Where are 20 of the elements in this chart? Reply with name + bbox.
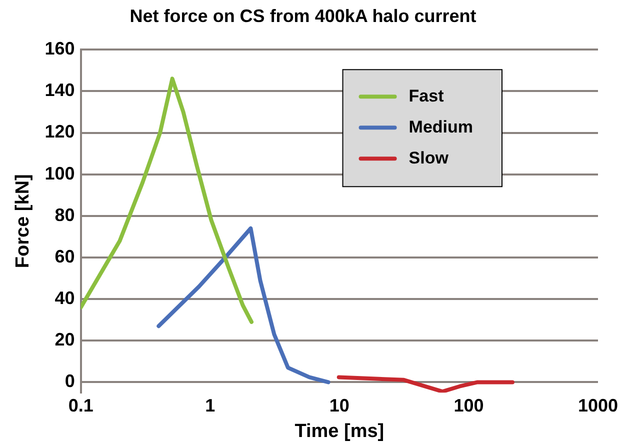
legend-label: Medium — [408, 117, 474, 136]
y-tick-label: 80 — [54, 204, 75, 225]
y-tick-label: 60 — [54, 246, 75, 266]
chart-title: Net force on CS from 400kA halo current — [130, 6, 476, 26]
y-tick-label: 140 — [44, 80, 75, 100]
y-tick-label: 120 — [44, 122, 75, 142]
y-axis-title: Force [kN] — [12, 174, 34, 268]
x-tick-label: 1 — [205, 395, 216, 416]
x-tick-label: 0.1 — [68, 395, 94, 416]
x-tick-label: 100 — [454, 395, 484, 416]
x-axis-title: Time [ms] — [294, 420, 384, 442]
y-tick-label: 160 — [44, 38, 75, 59]
x-tick-label: 1000 — [578, 395, 618, 416]
y-tick-label: 100 — [44, 163, 75, 184]
x-tick-label: 10 — [329, 395, 350, 416]
y-tick-label: 0 — [64, 371, 75, 392]
legend-label: Fast — [408, 86, 444, 106]
y-tick-label: 20 — [54, 330, 75, 350]
y-tick-label: 40 — [54, 288, 75, 308]
legend-label: Slow — [408, 148, 450, 168]
